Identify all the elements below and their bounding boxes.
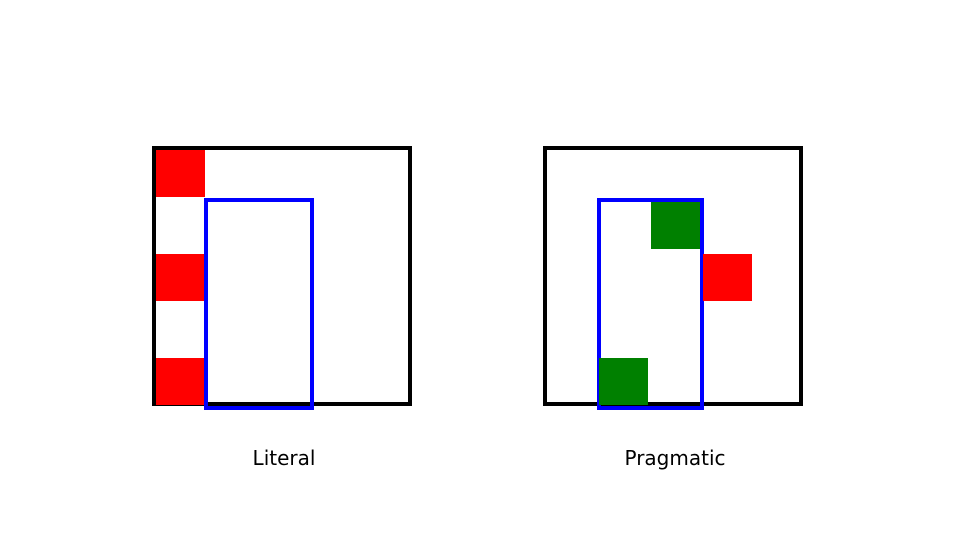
blue-outline-box [597, 198, 704, 410]
red-square [156, 358, 205, 405]
caption-literal: Literal [252, 446, 316, 470]
red-square [703, 254, 752, 301]
blue-outline-box [204, 198, 314, 410]
red-square [156, 150, 205, 197]
green-square [599, 358, 648, 405]
literal-grid-panel [152, 146, 412, 410]
green-square [651, 202, 700, 249]
caption-pragmatic: Pragmatic [624, 446, 726, 470]
pragmatic-grid-panel [543, 146, 803, 410]
red-square [156, 254, 205, 301]
